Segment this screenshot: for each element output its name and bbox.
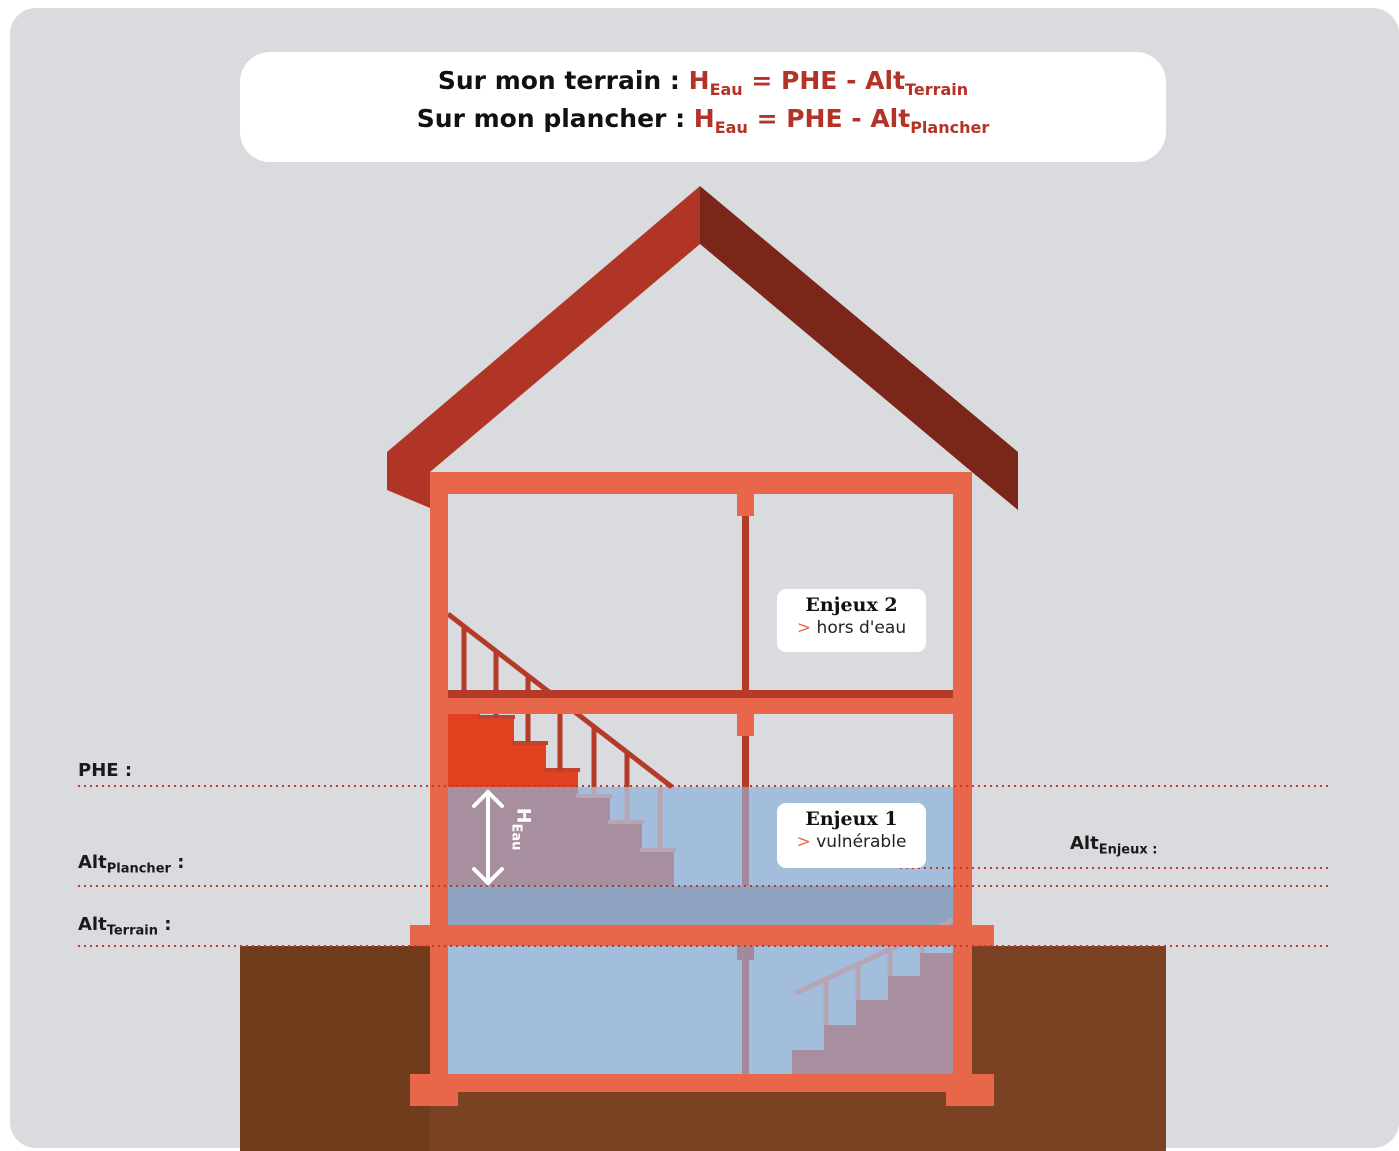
formula-plancher-alt-sub: Plancher [910,118,990,137]
roof-right-slope [700,186,1018,510]
formula-plancher-prefix: Sur mon plancher : [416,104,694,133]
heau-base: H [512,807,535,824]
heau-label: HEau [508,807,535,851]
enjeux-2-box: Enjeux 2 > hors d'eau [777,589,926,652]
enjeux-2-status: > hors d'eau [777,617,926,639]
enjeux-1-status-text: vulnérable [816,832,907,852]
upper-floor-beam [448,690,953,698]
enjeux-1-title: Enjeux 1 [805,808,898,830]
alt-plancher-label: AltPlancher : [78,852,185,876]
formula-plancher-h: H [693,104,715,133]
formula-terrain-h-sub: Eau [709,80,743,99]
formula-box: Sur mon terrain : HEau = PHE - AltTerrai… [240,52,1166,162]
enjeux-1-arrow: > [796,832,811,852]
enjeux-2-status-text: hors d'eau [816,618,907,638]
formula-plancher-h-sub: Eau [714,118,748,137]
water-floor-slab-zone [448,886,953,925]
alt-terrain-base: Alt [78,914,107,935]
alt-enjeux-label: AltEnjeux : [1070,833,1158,857]
formula-terrain-alt-sub: Terrain [905,80,969,99]
alt-terrain-sub: Terrain [106,923,158,939]
alt-enjeux-sub: Enjeux : [1098,842,1158,858]
formula-terrain-eq: = PHE - Alt [742,66,906,95]
formula-plancher-eq: = PHE - Alt [747,104,911,133]
heau-double-arrow [472,789,504,886]
roof-left-slope [387,186,700,508]
formula-terrain: Sur mon terrain : HEau = PHE - AltTerrai… [240,62,1166,100]
alt-plancher-base: Alt [78,852,107,873]
ground-shade [240,946,430,1151]
upper-stair-railing-submerged [591,787,663,850]
upper-stair-submerged [448,787,674,886]
alt-plancher-suffix: : [170,852,185,873]
level-lines [78,785,1330,947]
formula-terrain-prefix: Sur mon terrain : [437,66,689,95]
alt-terrain-label: AltTerrain : [78,914,172,938]
formula-plancher: Sur mon plancher : HEau = PHE - AltPlanc… [240,100,1166,138]
enjeux-1-box: Enjeux 1 > vulnérable [777,803,926,868]
formula-terrain-h: H [688,66,710,95]
alt-enjeux-base: Alt [1070,833,1099,854]
enjeux-2-title: Enjeux 2 [805,594,898,616]
house-posts-submerged [737,787,754,1074]
house-posts [742,516,749,787]
alt-plancher-sub: Plancher [106,861,171,877]
basement-stair [792,953,953,1074]
enjeux-1-status: > vulnérable [777,831,926,853]
alt-terrain-suffix: : [157,914,172,935]
phe-label: PHE : [78,760,133,781]
house-frame [410,472,994,1106]
enjeux-2-arrow: > [796,618,812,638]
heau-sub: Eau [508,823,524,851]
